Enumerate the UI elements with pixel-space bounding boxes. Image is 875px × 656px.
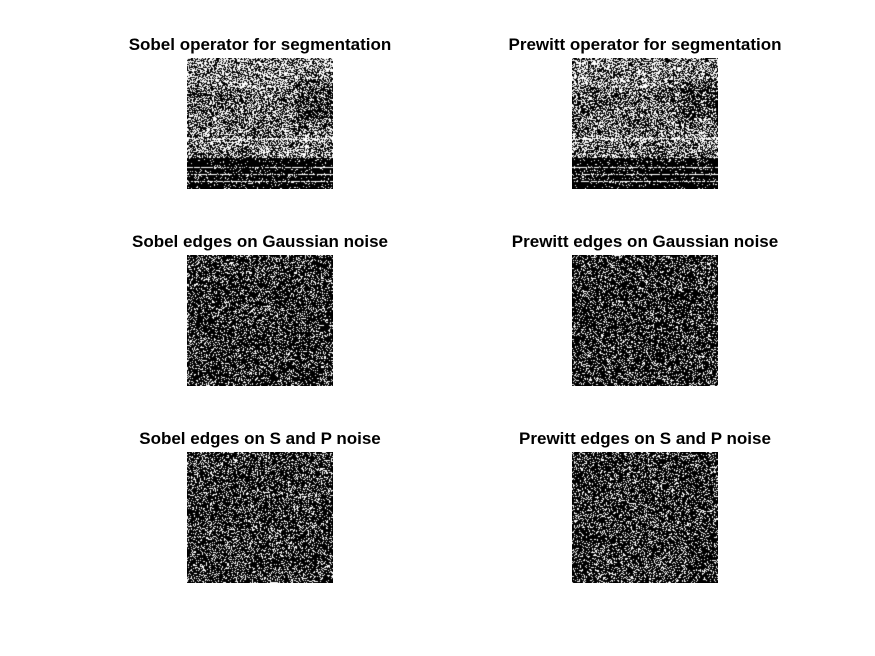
subplot-title: Sobel operator for segmentation <box>128 35 392 54</box>
edge-image <box>572 452 718 583</box>
subplot-title: Sobel edges on S and P noise <box>139 429 381 448</box>
subplot-title: Sobel edges on Gaussian noise <box>131 232 388 251</box>
edge-image <box>572 58 718 189</box>
edge-image <box>187 58 333 189</box>
subplot-title: Prewitt edges on S and P noise <box>519 429 771 448</box>
edge-image <box>187 255 333 386</box>
edge-image <box>572 255 718 386</box>
subplot-title: Prewitt operator for segmentation <box>508 35 782 54</box>
edge-image <box>187 452 333 583</box>
subplot-title: Prewitt edges on Gaussian noise <box>511 232 779 251</box>
